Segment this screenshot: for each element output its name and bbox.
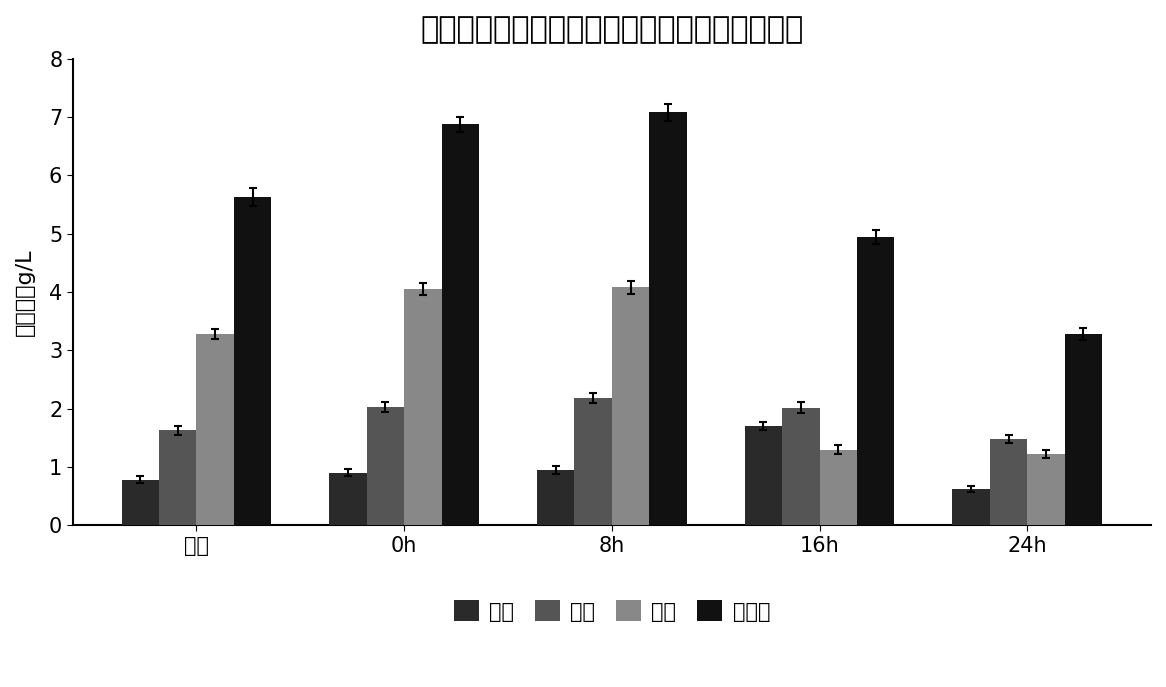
Bar: [329, 473, 367, 526]
Bar: [538, 470, 575, 526]
Bar: [442, 124, 479, 526]
Bar: [649, 113, 687, 526]
Bar: [121, 480, 159, 526]
Legend: 乙醇, 丙酮, 丁醇, 总溶剂: 乙醇, 丙酮, 丁醇, 总溶剂: [445, 592, 779, 630]
Bar: [745, 426, 782, 526]
Bar: [1065, 334, 1102, 526]
Y-axis label: 溶剂产量g/L: 溶剂产量g/L: [15, 249, 35, 336]
Bar: [990, 439, 1027, 526]
Bar: [159, 430, 196, 526]
Bar: [367, 407, 405, 526]
Bar: [953, 488, 990, 526]
Bar: [612, 287, 649, 526]
Title: 谷胱甘肽不同添加时间对拜氏梭菌产溶剂的影响: 谷胱甘肽不同添加时间对拜氏梭菌产溶剂的影响: [420, 15, 803, 44]
Bar: [782, 407, 820, 526]
Bar: [857, 237, 894, 526]
Bar: [820, 449, 857, 526]
Bar: [234, 197, 272, 526]
Bar: [1027, 454, 1065, 526]
Bar: [405, 289, 442, 526]
Bar: [575, 398, 612, 526]
Bar: [196, 334, 234, 526]
